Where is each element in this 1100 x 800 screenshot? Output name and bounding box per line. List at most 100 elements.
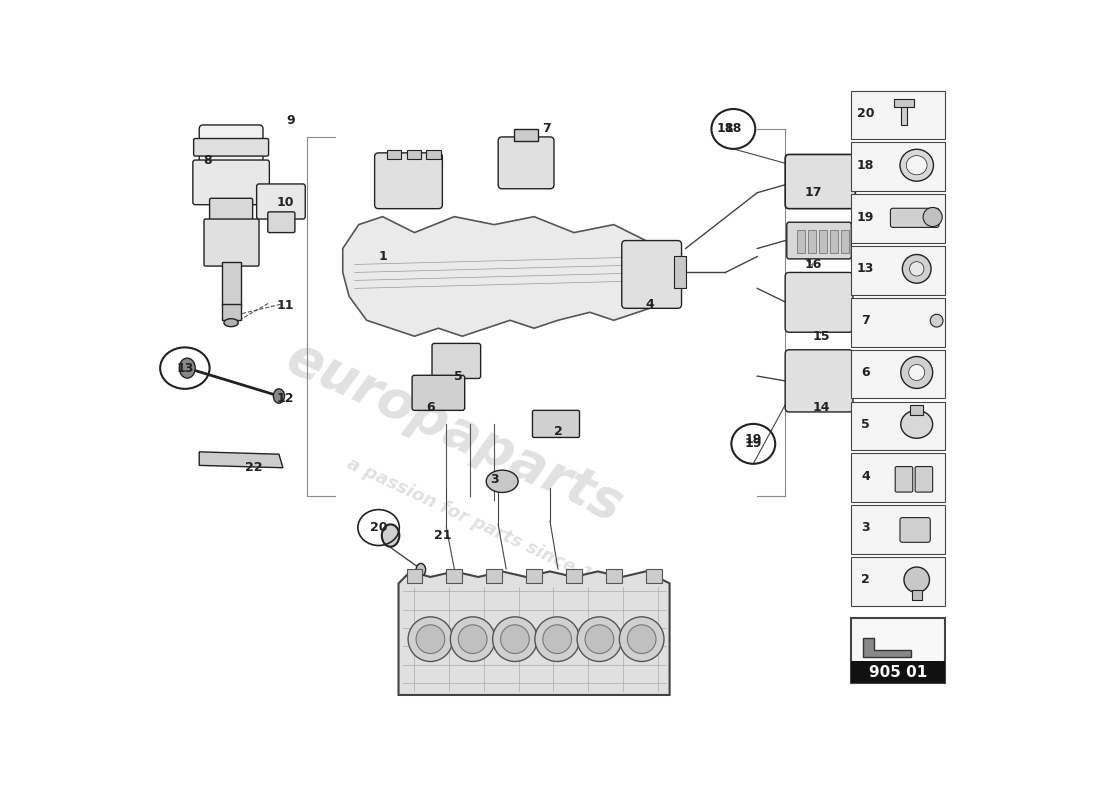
FancyBboxPatch shape: [900, 518, 931, 542]
Text: 3: 3: [861, 522, 870, 534]
FancyBboxPatch shape: [375, 153, 442, 209]
FancyBboxPatch shape: [210, 198, 253, 228]
Bar: [526, 569, 542, 583]
Circle shape: [500, 625, 529, 654]
FancyBboxPatch shape: [532, 410, 580, 438]
FancyBboxPatch shape: [192, 160, 270, 205]
Bar: [830, 230, 838, 253]
Bar: [798, 230, 805, 253]
Text: 1: 1: [378, 250, 387, 263]
FancyBboxPatch shape: [851, 298, 945, 346]
Text: europaparts: europaparts: [278, 331, 630, 533]
Circle shape: [931, 314, 943, 327]
Text: 7: 7: [861, 314, 870, 327]
Circle shape: [535, 617, 580, 662]
Ellipse shape: [906, 156, 927, 174]
Circle shape: [493, 617, 537, 662]
Ellipse shape: [416, 563, 426, 576]
Circle shape: [585, 625, 614, 654]
Text: 18: 18: [717, 122, 734, 135]
Text: 9: 9: [287, 114, 295, 127]
Text: 5: 5: [861, 418, 870, 431]
FancyBboxPatch shape: [432, 343, 481, 378]
Text: 13: 13: [857, 262, 874, 275]
Text: 6: 6: [426, 402, 434, 414]
Ellipse shape: [901, 410, 933, 438]
FancyBboxPatch shape: [785, 350, 852, 412]
FancyBboxPatch shape: [915, 466, 933, 492]
Text: 2: 2: [861, 574, 870, 586]
Ellipse shape: [274, 389, 285, 403]
FancyBboxPatch shape: [851, 661, 945, 683]
Text: 7: 7: [541, 122, 550, 135]
Ellipse shape: [486, 470, 518, 493]
Bar: [407, 569, 422, 583]
Bar: [646, 569, 661, 583]
Circle shape: [450, 617, 495, 662]
Text: 13: 13: [176, 362, 194, 374]
FancyBboxPatch shape: [256, 184, 306, 219]
FancyBboxPatch shape: [851, 246, 945, 294]
Text: 14: 14: [812, 402, 829, 414]
FancyBboxPatch shape: [851, 506, 945, 554]
Text: 5: 5: [454, 370, 463, 382]
Text: 4: 4: [646, 298, 654, 311]
Bar: [673, 257, 685, 288]
Text: 8: 8: [202, 154, 211, 167]
Polygon shape: [199, 452, 283, 468]
Text: 15: 15: [812, 330, 829, 342]
Bar: [820, 230, 827, 253]
FancyBboxPatch shape: [851, 618, 945, 683]
Bar: [514, 129, 538, 141]
Ellipse shape: [382, 524, 399, 546]
FancyBboxPatch shape: [267, 212, 295, 233]
Text: 20: 20: [857, 107, 874, 120]
Bar: [221, 304, 242, 320]
Circle shape: [627, 625, 656, 654]
FancyBboxPatch shape: [204, 219, 258, 266]
Polygon shape: [343, 217, 678, 336]
FancyBboxPatch shape: [851, 557, 945, 606]
Circle shape: [416, 625, 444, 654]
Text: 17: 17: [804, 186, 822, 199]
Ellipse shape: [179, 358, 195, 378]
Text: 18: 18: [725, 122, 742, 135]
FancyBboxPatch shape: [785, 273, 852, 332]
Text: 19: 19: [745, 438, 762, 450]
Text: 18: 18: [857, 158, 874, 172]
FancyBboxPatch shape: [498, 137, 554, 189]
Bar: [911, 405, 923, 414]
Ellipse shape: [900, 150, 934, 181]
Text: 4: 4: [861, 470, 870, 482]
Circle shape: [459, 625, 487, 654]
Bar: [606, 569, 621, 583]
Bar: [407, 150, 421, 159]
Bar: [486, 569, 503, 583]
Circle shape: [909, 365, 925, 381]
Polygon shape: [398, 571, 670, 695]
FancyBboxPatch shape: [621, 241, 682, 308]
FancyBboxPatch shape: [890, 208, 939, 227]
Bar: [901, 103, 908, 126]
Circle shape: [910, 262, 924, 276]
Text: 22: 22: [244, 462, 262, 474]
Bar: [565, 569, 582, 583]
FancyBboxPatch shape: [895, 466, 913, 492]
FancyBboxPatch shape: [786, 222, 851, 259]
Text: 21: 21: [433, 529, 451, 542]
Circle shape: [901, 357, 933, 389]
Bar: [894, 99, 914, 107]
Bar: [842, 230, 849, 253]
Circle shape: [923, 207, 943, 226]
FancyBboxPatch shape: [851, 402, 945, 450]
Bar: [808, 230, 816, 253]
FancyBboxPatch shape: [851, 350, 945, 398]
Bar: [427, 150, 441, 159]
Text: 6: 6: [861, 366, 870, 379]
Text: 12: 12: [276, 392, 294, 405]
Bar: [221, 262, 242, 306]
Polygon shape: [864, 638, 911, 657]
Bar: [386, 150, 400, 159]
Bar: [447, 569, 462, 583]
FancyBboxPatch shape: [851, 194, 945, 243]
